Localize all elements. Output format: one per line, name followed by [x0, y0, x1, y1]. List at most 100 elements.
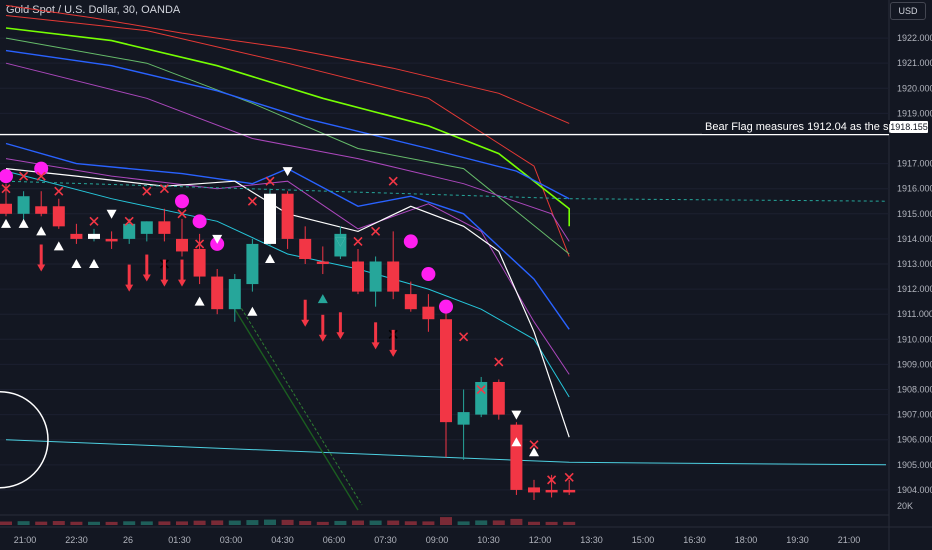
indicator-line — [5, 62, 570, 242]
x-tick-label: 07:30 — [374, 535, 397, 545]
candle-body — [193, 248, 206, 277]
x-tick-label: 16:30 — [683, 535, 706, 545]
candle-body — [70, 233, 83, 239]
volume-bar — [176, 521, 188, 525]
candle-body — [492, 381, 505, 415]
magenta-signal-dot — [439, 299, 453, 314]
x-tick-label: 19:30 — [786, 535, 809, 545]
magenta-signal-dot — [175, 194, 189, 209]
volume-bar — [158, 521, 171, 525]
volume-bar — [510, 518, 523, 525]
red-x-marker — [54, 186, 64, 196]
magenta-signal-dot — [403, 234, 418, 249]
indicator-lines — [0, 4, 889, 511]
white-triangle-up — [53, 241, 64, 251]
white-triangle-up — [36, 226, 47, 236]
y-tick-label: 1921.000 — [897, 58, 932, 68]
white-triangle-up — [265, 253, 275, 263]
candle-body — [211, 276, 224, 310]
volume-bar — [105, 521, 118, 525]
y-tick-label: 1907.000 — [897, 410, 932, 420]
red-x-marker — [177, 209, 187, 219]
red-x-marker — [265, 176, 275, 186]
red-arrow-head — [371, 342, 380, 350]
white-triangle-up — [18, 218, 29, 228]
y-tick-label: 1908.000 — [897, 385, 932, 395]
red-arrow-head — [389, 349, 398, 357]
volume-bar — [369, 520, 382, 525]
y-tick-label: 1909.000 — [897, 359, 932, 369]
red-x-marker — [89, 216, 99, 226]
y-tick-label: 1916.000 — [897, 184, 932, 194]
channel-line — [234, 308, 359, 511]
white-triangle-up — [89, 259, 99, 268]
candle-body — [475, 381, 488, 415]
volume-bar — [281, 519, 294, 525]
candle-body — [123, 223, 136, 239]
volume-bar — [264, 519, 276, 525]
y-tick-label: 1917.000 — [897, 159, 932, 169]
y-tick-label: 1922.000 — [897, 33, 932, 43]
circle-drawing — [0, 390, 49, 489]
volume-bar — [211, 520, 224, 525]
volume-bar — [334, 520, 347, 525]
candle-body — [52, 206, 65, 227]
candle-body — [17, 196, 30, 214]
volume-bar — [316, 521, 329, 525]
indicator-line — [5, 439, 887, 466]
indicator-line — [5, 168, 570, 438]
y-tick-label: 1915.000 — [897, 209, 932, 219]
volume-bar — [440, 517, 452, 525]
white-triangle-up — [194, 296, 205, 306]
x-tick-label: 10:30 — [477, 535, 500, 545]
red-x-marker — [124, 216, 134, 226]
y-tick-label: 1913.000 — [897, 259, 932, 269]
red-arrow-head — [125, 284, 134, 292]
bear-flag-annotation[interactable]: Bear Flag measures 1912.04 as the spot — [702, 120, 907, 134]
volume-bar — [228, 520, 241, 525]
y-tick-label: 1905.000 — [897, 460, 932, 470]
x-tick-label: 26 — [123, 535, 133, 545]
volume-bar — [387, 520, 400, 525]
white-triangle-up — [71, 259, 82, 268]
y-tick-label: 1906.000 — [897, 435, 932, 445]
volume-bar — [52, 521, 65, 525]
indicator-line — [5, 49, 570, 200]
x-tick-label: 18:00 — [735, 535, 758, 545]
red-arrow-head — [318, 334, 327, 342]
candle-body — [457, 412, 470, 425]
red-x-marker — [547, 475, 557, 485]
magenta-signal-dot — [0, 169, 13, 184]
white-triangle-down — [212, 234, 223, 244]
red-x-marker — [36, 171, 46, 181]
indicator-line — [5, 142, 570, 330]
red-x-marker — [247, 196, 257, 206]
x-tick-label: 03:00 — [220, 535, 243, 545]
volume-bar — [193, 520, 206, 525]
red-arrow-head — [37, 264, 46, 272]
red-x-marker — [371, 226, 381, 236]
green-triangle-up — [317, 294, 328, 304]
x-tick-label: 21:00 — [14, 535, 37, 545]
candle-body — [528, 487, 540, 493]
candle-series — [0, 183, 576, 500]
time-axis: 21:00 22:30 26 01:30 03:00 04:30 06:00 07:30 09:… — [14, 535, 861, 545]
volume-bar — [492, 520, 505, 525]
candle-body — [563, 489, 576, 493]
currency-button[interactable]: USD — [890, 2, 926, 20]
x-tick-label: 06:00 — [323, 535, 346, 545]
white-triangle-up — [247, 306, 258, 316]
candle-body — [510, 424, 523, 490]
candle-body — [246, 243, 259, 285]
white-triangle-down — [282, 167, 293, 177]
volume-bar — [123, 521, 136, 525]
x-tick-label: 22:30 — [65, 535, 88, 545]
red-x-marker — [564, 472, 574, 482]
red-x-marker — [159, 184, 169, 194]
red-arrow-head — [142, 274, 151, 282]
red-x-marker — [529, 440, 539, 450]
white-triangle-down — [511, 410, 522, 420]
candle-body — [228, 279, 241, 310]
candle-body — [88, 233, 100, 239]
